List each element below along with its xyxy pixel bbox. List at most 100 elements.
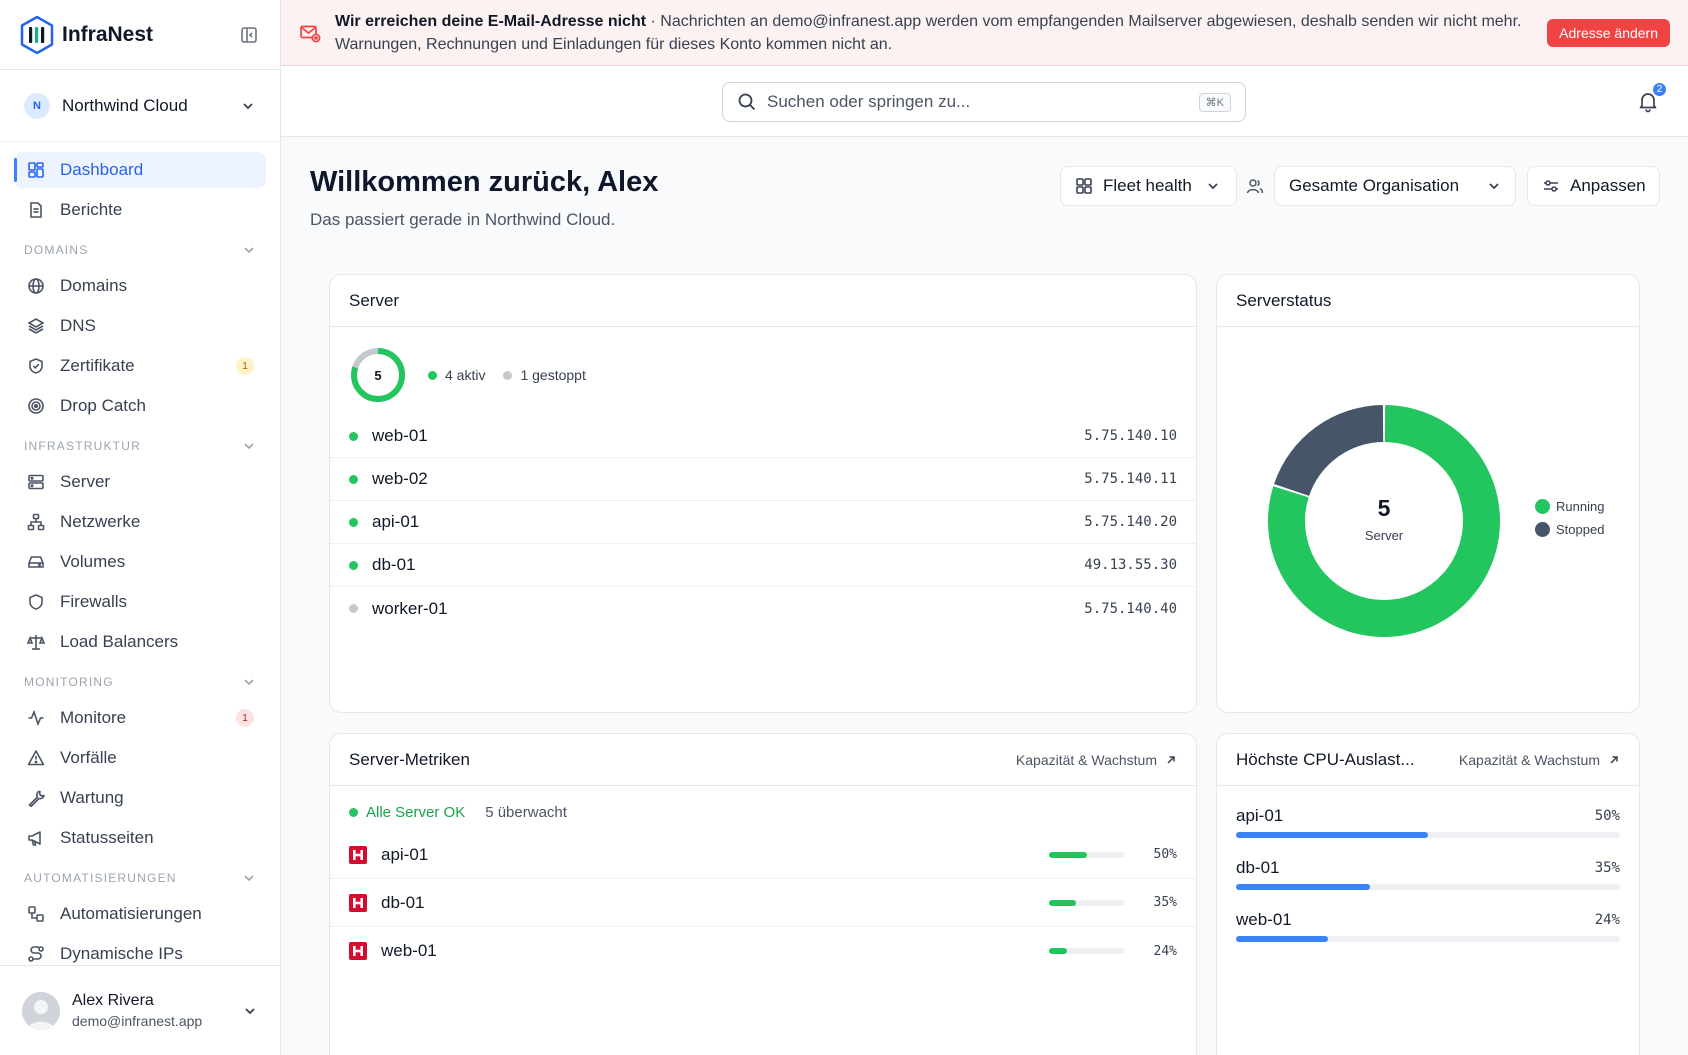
metric-row[interactable]: db-01 35% (330, 879, 1196, 927)
active-count: 4 aktiv (428, 367, 485, 383)
cpu-row[interactable]: db-01 35% (1217, 858, 1639, 890)
sidebar-item-domains[interactable]: Domains (14, 268, 266, 304)
sidebar-item-dashboard[interactable]: Dashboard (14, 152, 266, 188)
status-dot (349, 431, 358, 441)
sidebar-item-netzwerke[interactable]: Netzwerke (14, 504, 266, 540)
card-title: Höchste CPU-Auslast... (1236, 749, 1415, 769)
sidebar-item-label: Drop Catch (60, 396, 146, 415)
banner-title: Wir erreichen deine E-Mail-Adresse nicht (335, 12, 647, 30)
sidebar-item-monitore[interactable]: Monitore 1 (14, 700, 266, 736)
chevron-down-icon (244, 679, 254, 686)
card-title: Server-Metriken (349, 749, 470, 769)
sidebar-item-statusseiten[interactable]: Statusseiten (14, 820, 266, 856)
sidebar-item-drop-catch[interactable]: Drop Catch (14, 388, 266, 424)
card-title: Serverstatus (1236, 290, 1332, 310)
server-name: web-01 (372, 426, 428, 445)
usage-bar (1049, 948, 1125, 954)
usage-bar (1049, 851, 1125, 858)
cpu-row[interactable]: api-01 50% (1217, 806, 1639, 838)
sidebar-item-label: Server (60, 472, 111, 491)
activity-icon (26, 708, 46, 728)
view-select-button[interactable]: Fleet health (1060, 166, 1237, 206)
notifications-button[interactable]: 2 (1636, 81, 1668, 113)
change-address-button[interactable]: Adresse ändern (1547, 18, 1670, 47)
sidebar-item-load-balancers[interactable]: Load Balancers (14, 624, 266, 660)
cpu-bar-fill (1236, 884, 1371, 890)
sidebar-item-label: Automatisierungen (60, 904, 202, 923)
server-ip: 49.13.55.30 (1084, 557, 1177, 573)
notification-count-badge: 2 (1651, 81, 1668, 98)
mini-donut-active-arc (351, 348, 405, 402)
nav-section-automatisierungen[interactable]: AUTOMATISIERUNGEN (14, 860, 266, 896)
chevron-down-icon (1206, 179, 1220, 193)
nav-section-domains[interactable]: DOMAINS (14, 232, 266, 268)
cpu-server-name: db-01 (1236, 858, 1280, 877)
server-total: 5 (374, 367, 382, 383)
server-name: web-02 (372, 469, 428, 488)
sidebar-item-server[interactable]: Server (14, 464, 266, 500)
legend-label: Stopped (1556, 522, 1605, 537)
org-switcher[interactable]: N Northwind Cloud (0, 70, 280, 142)
card-header: Höchste CPU-Auslast... Kapazität & Wachs… (1217, 734, 1639, 786)
page-subtitle: Das passiert gerade in Northwind Cloud. (310, 210, 616, 229)
chevron-down-icon (244, 247, 254, 254)
status-dot (349, 808, 358, 817)
server-row[interactable]: web-01 5.75.140.10 (330, 415, 1196, 458)
sidebar-item-berichte[interactable]: Berichte (14, 192, 266, 228)
server-row[interactable]: worker-01 5.75.140.40 (330, 587, 1196, 630)
scope-select[interactable]: Gesamte Organisation (1274, 166, 1516, 206)
org-name: Northwind Cloud (62, 95, 188, 115)
sidebar-item-label: Wartung (60, 788, 124, 807)
reports-icon (26, 200, 46, 220)
collapse-sidebar-icon[interactable] (238, 24, 260, 46)
metric-row[interactable]: api-01 50% (330, 831, 1196, 879)
sidebar-item-automatisierungen[interactable]: Automatisierungen (14, 896, 266, 932)
banner-body: · Nachrichten an demo@infranest.app werd… (335, 12, 1522, 53)
capacity-link[interactable]: Kapazität & Wachstum (1016, 752, 1177, 768)
card-header: Server (330, 275, 1196, 327)
server-row[interactable]: api-01 5.75.140.20 (330, 501, 1196, 544)
sidebar-item-label: Load Balancers (60, 632, 179, 651)
server-row[interactable]: db-01 49.13.55.30 (330, 544, 1196, 587)
card-title: Server (349, 290, 400, 310)
sidebar-item-wartung[interactable]: Wartung (14, 780, 266, 816)
cpu-row[interactable]: web-01 24% (1217, 910, 1639, 942)
customize-button[interactable]: Anpassen (1527, 166, 1660, 206)
sidebar-item-firewalls[interactable]: Firewalls (14, 584, 266, 620)
metrics-list: api-01 50% db-01 35% web-01 24% (330, 831, 1196, 975)
legend-swatch (1535, 499, 1550, 514)
user-menu[interactable]: Alex Rivera demo@infranest.app (0, 965, 280, 1055)
legend-item-stopped: Stopped (1535, 522, 1604, 537)
legend-swatch (1535, 522, 1550, 537)
usage-percent: 35% (1153, 895, 1177, 910)
donut-slice-running[interactable] (1268, 405, 1500, 637)
nav-section-infrastruktur[interactable]: INFRASTRUKTUR (14, 428, 266, 464)
sidebar-item-zertifikate[interactable]: Zertifikate 1 (14, 348, 266, 384)
server-row[interactable]: web-02 5.75.140.11 (330, 458, 1196, 501)
sidebar-item-label: Dashboard (60, 160, 144, 179)
sidebar-item-vorfaelle[interactable]: Vorfälle (14, 740, 266, 776)
metric-row[interactable]: web-01 24% (330, 927, 1196, 975)
nav-section-monitoring[interactable]: MONITORING (14, 664, 266, 700)
sidebar-item-label: DNS (60, 316, 96, 335)
sidebar-item-dynamische-ips[interactable]: Dynamische IPs (14, 936, 266, 972)
status-dot (503, 370, 513, 380)
search-input[interactable]: Suchen oder springen zu... ⌘K (722, 82, 1246, 122)
user-name: Alex Rivera (72, 992, 154, 1009)
cpu-bar (1236, 884, 1620, 890)
chevron-down-icon (244, 443, 254, 450)
status-dot (349, 474, 358, 484)
donut-slice-stopped[interactable] (1274, 405, 1384, 496)
cpu-percent: 35% (1594, 860, 1620, 876)
sidebar-item-dns[interactable]: DNS (14, 308, 266, 344)
sidebar-item-label: Zertifikate (60, 356, 135, 375)
usage-bar-fill (1049, 851, 1087, 858)
sidebar-item-volumes[interactable]: Volumes (14, 544, 266, 580)
cpu-percent: 24% (1594, 912, 1620, 928)
sidebar-nav: Dashboard Berichte DOMAINS Domains DNS Z… (0, 142, 280, 972)
target-icon (26, 396, 46, 416)
status-dot (349, 517, 358, 527)
capacity-link[interactable]: Kapazität & Wachstum (1459, 752, 1620, 768)
server-name: worker-01 (372, 598, 448, 618)
sidebar-item-label: Vorfälle (60, 748, 117, 767)
